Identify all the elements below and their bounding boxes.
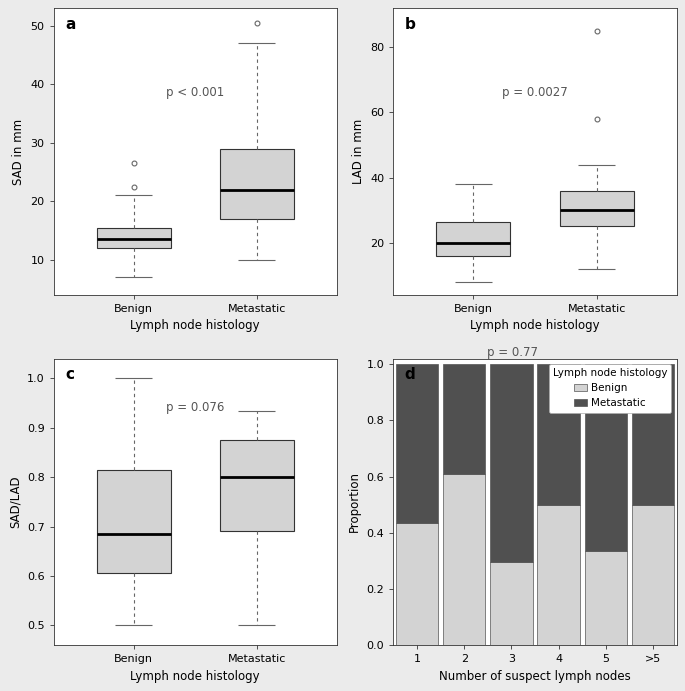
Bar (220, 149, 294, 219)
Bar (97, 470, 171, 574)
Y-axis label: SAD in mm: SAD in mm (12, 118, 25, 184)
Text: p = 0.076: p = 0.076 (166, 401, 225, 413)
Bar (560, 191, 634, 227)
Bar (443, 364, 486, 474)
Text: c: c (65, 367, 74, 382)
Text: p = 0.77: p = 0.77 (487, 346, 538, 359)
Text: b: b (405, 17, 416, 32)
Text: d: d (405, 367, 416, 382)
Legend: Benign, Metastatic: Benign, Metastatic (549, 364, 671, 413)
Text: p = 0.0027: p = 0.0027 (502, 86, 568, 100)
X-axis label: Lymph node histology: Lymph node histology (131, 319, 260, 332)
Bar (538, 364, 580, 504)
Bar (490, 364, 533, 562)
Bar (584, 551, 627, 645)
X-axis label: Number of suspect lymph nodes: Number of suspect lymph nodes (439, 670, 631, 683)
Bar (490, 562, 533, 645)
X-axis label: Lymph node histology: Lymph node histology (131, 670, 260, 683)
Text: p < 0.001: p < 0.001 (166, 86, 225, 99)
Bar (396, 364, 438, 523)
X-axis label: Lymph node histology: Lymph node histology (470, 319, 600, 332)
Y-axis label: LAD in mm: LAD in mm (351, 119, 364, 184)
Bar (97, 227, 171, 248)
Bar (632, 504, 674, 645)
Bar (436, 222, 510, 256)
Y-axis label: Proportion: Proportion (348, 471, 361, 532)
Bar (632, 364, 674, 504)
Y-axis label: SAD/LAD: SAD/LAD (8, 475, 21, 528)
Text: a: a (65, 17, 75, 32)
Bar (220, 440, 294, 531)
Bar (584, 364, 627, 551)
Bar (396, 523, 438, 645)
Bar (443, 474, 486, 645)
Bar (538, 504, 580, 645)
